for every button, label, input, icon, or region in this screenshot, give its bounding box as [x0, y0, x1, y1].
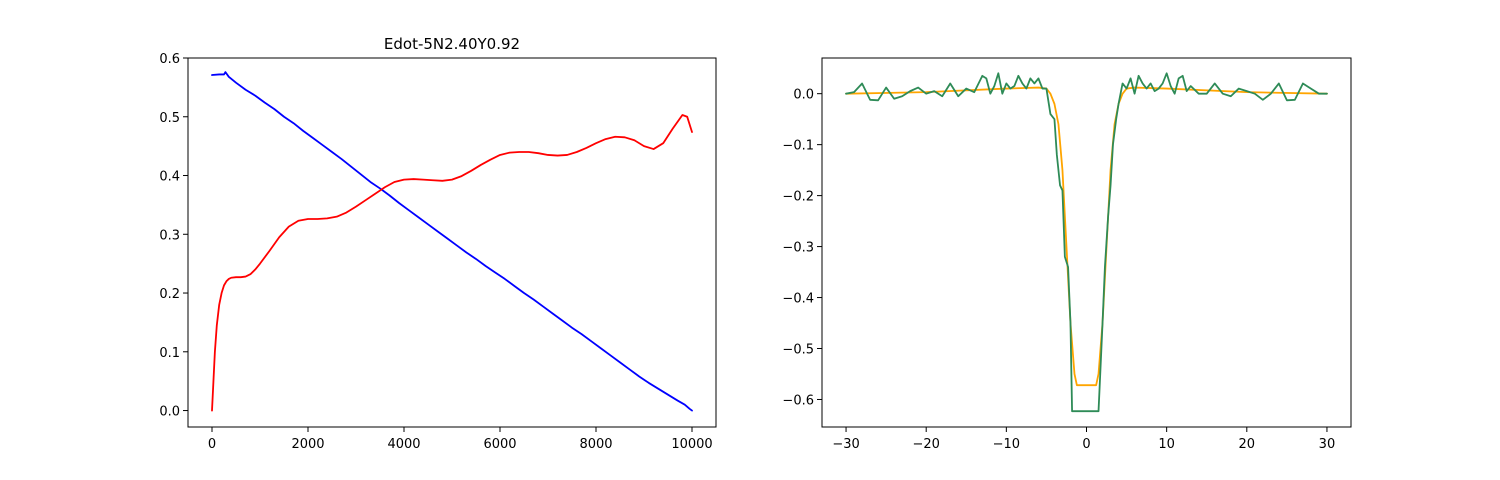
- chart-title: Edot-5N2.40Y0.92: [384, 35, 520, 53]
- chart-panel-right: −30 −20 −10 0 10 20 30 0.0 −0.1 −0.2 −0.3 −0.4 −0.5 −…: [782, 57, 1352, 452]
- y-tick-label-right: −0.3: [782, 241, 814, 256]
- y-tick-label-left: 0.0: [159, 405, 180, 420]
- series-line-red: [211, 114, 693, 412]
- chart-panel-left: Edot-5N2.40Y0.92 0 2000 4000 6000 8000 100000…: [159, 35, 717, 452]
- y-tick-label-right: −0.1: [782, 139, 814, 154]
- y-tick-label-left: 0.4: [159, 170, 180, 185]
- y-tick-label-left: 0.2: [159, 287, 180, 302]
- plot-area-left: [211, 71, 693, 412]
- x-tick-label-right: −30: [832, 437, 859, 452]
- x-tick-label-left: 2000: [291, 437, 324, 452]
- axes-frame-left: [187, 57, 717, 428]
- y-tick-label-right: 0.0: [793, 88, 814, 103]
- y-tick-label-left: 0.3: [159, 228, 180, 243]
- ticks-left: 0 2000 4000 6000 8000 10000 0.0 0.1 0.2 0.3 0.4 0.5…: [159, 52, 712, 452]
- y-tick-label-left: 0.5: [159, 111, 180, 126]
- x-tick-label-left: 0: [208, 437, 216, 452]
- x-tick-label-left: 4000: [387, 437, 420, 452]
- y-tick-label-left: 0.1: [159, 346, 180, 361]
- series-line-green: [845, 72, 1328, 413]
- x-tick-label-right: 20: [1239, 437, 1256, 452]
- x-tick-label-right: 30: [1319, 437, 1336, 452]
- x-tick-label-right: −20: [912, 437, 939, 452]
- series-line-blue: [211, 71, 693, 412]
- y-tick-label-left: 0.6: [159, 52, 180, 67]
- x-tick-label-right: 0: [1082, 437, 1090, 452]
- y-tick-label-right: −0.4: [782, 292, 814, 307]
- y-tick-label-right: −0.5: [782, 343, 814, 358]
- x-tick-label-right: 10: [1158, 437, 1175, 452]
- x-tick-label-left: 10000: [671, 437, 712, 452]
- ticks-right: −30 −20 −10 0 10 20 30 0.0 −0.1 −0.2 −0.3 −0.4 −0.5 −…: [782, 88, 1335, 452]
- x-tick-label-right: −10: [993, 437, 1020, 452]
- x-tick-label-left: 6000: [483, 437, 516, 452]
- x-tick-label-left: 8000: [579, 437, 612, 452]
- plot-area-right: [845, 72, 1328, 413]
- y-tick-label-right: −0.2: [782, 190, 814, 205]
- y-tick-label-right: −0.6: [782, 393, 814, 408]
